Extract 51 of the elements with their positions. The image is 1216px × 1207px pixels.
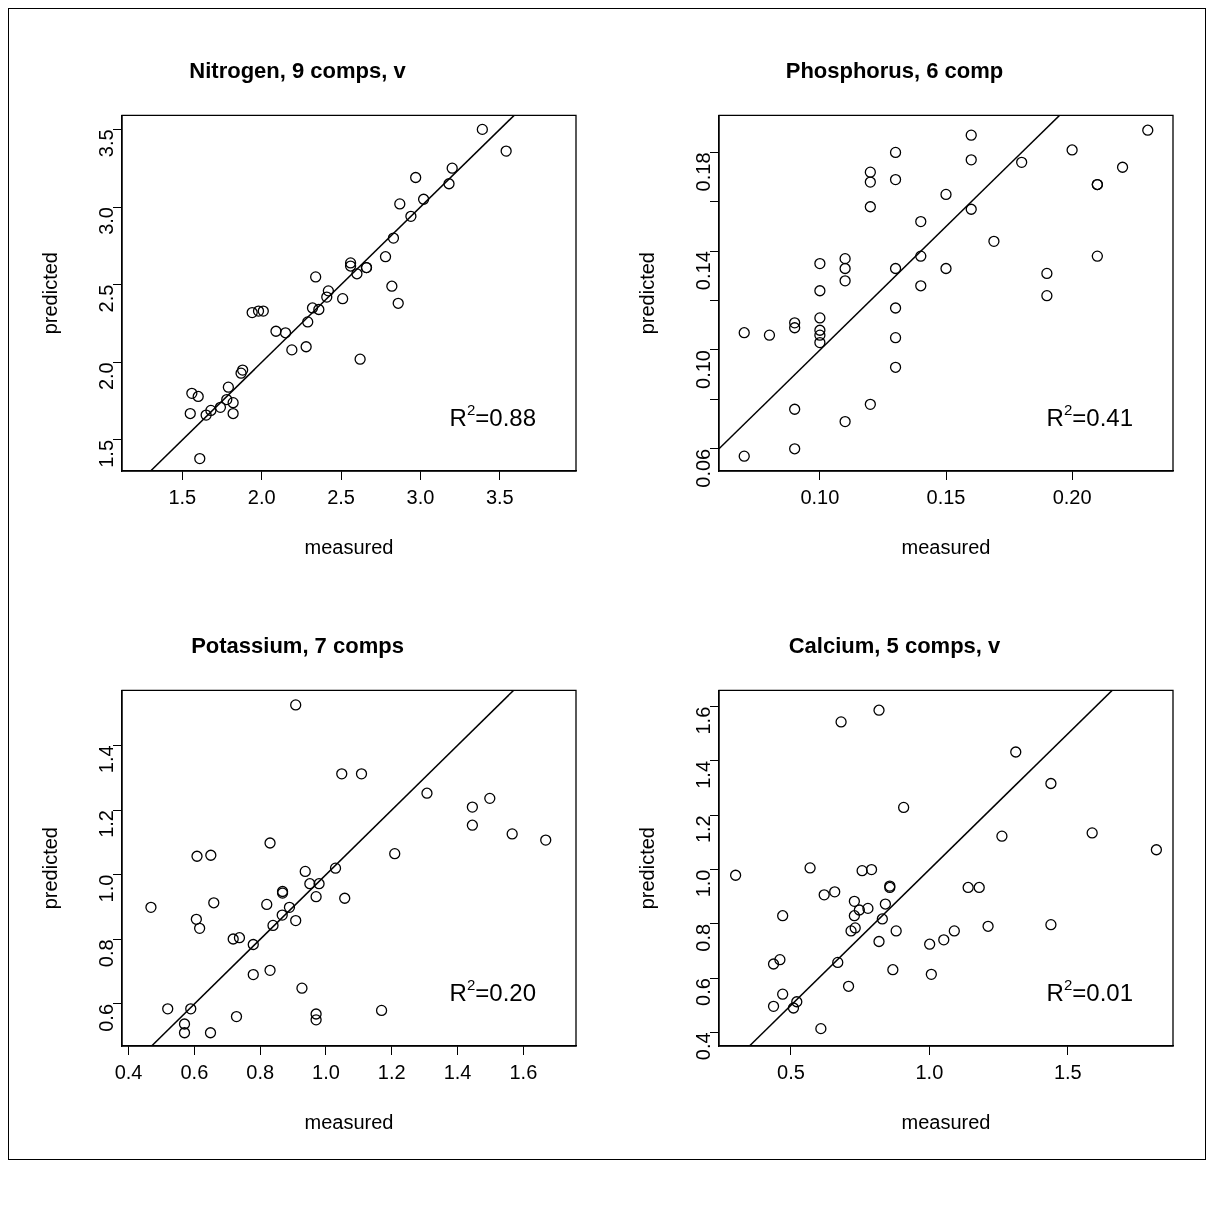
x-axis-title: measured — [304, 535, 394, 558]
chart-title: Phosphorus, 6 comp — [785, 58, 1004, 84]
x-tick-label: 1.5 — [168, 485, 197, 508]
chart-title: Nitrogen, 9 comps, v — [189, 58, 407, 84]
x-tick-label: 2.0 — [247, 485, 276, 508]
y-tick-label: 0.6 — [691, 978, 714, 1006]
y-tick-label: 0.4 — [691, 1032, 714, 1061]
y-tick-label: 1.5 — [94, 439, 117, 468]
y-tick-label: 2.0 — [94, 362, 117, 391]
x-axis-title: measured — [901, 535, 991, 558]
x-axis-title: measured — [304, 1110, 394, 1133]
y-tick-label: 3.0 — [94, 207, 117, 235]
y-tick-label: 1.4 — [94, 745, 117, 774]
x-tick-label: 1.0 — [915, 1060, 944, 1083]
x-tick-label: 1.6 — [509, 1060, 538, 1083]
x-axis-title: measured — [901, 1110, 991, 1133]
x-tick-label: 3.5 — [485, 485, 514, 508]
x-tick-label: 0.10 — [800, 485, 840, 508]
y-tick-label: 0.8 — [691, 923, 714, 952]
chart-title: Potassium, 7 comps — [191, 633, 404, 659]
x-tick-label: 2.5 — [327, 485, 355, 508]
y-tick-label: 1.0 — [94, 874, 117, 903]
y-tick-label: 1.0 — [691, 869, 714, 898]
x-tick-label: 0.6 — [180, 1060, 209, 1083]
x-tick-label: 1.4 — [443, 1060, 472, 1083]
y-tick-label: 1.4 — [691, 760, 714, 789]
y-tick-label: 1.6 — [691, 706, 714, 735]
x-tick-label: 0.20 — [1052, 485, 1092, 508]
x-tick-label: 0.4 — [114, 1060, 143, 1083]
y-tick-label: 0.8 — [94, 939, 117, 968]
x-tick-label: 0.5 — [777, 1060, 805, 1083]
y-tick-label: 1.2 — [94, 810, 117, 838]
y-axis-title: predicted — [635, 827, 658, 910]
y-tick-label: 2.5 — [94, 284, 117, 313]
y-axis-title: predicted — [635, 252, 658, 335]
y-axis-title: predicted — [38, 252, 61, 335]
x-tick-label: 1.0 — [312, 1060, 340, 1083]
y-tick-label: 0.06 — [691, 448, 714, 488]
y-tick-label: 1.2 — [691, 815, 714, 844]
y-tick-label: 0.14 — [691, 251, 714, 291]
chart-title: Calcium, 5 comps, v — [788, 633, 1002, 659]
x-tick-label: 0.15 — [926, 485, 966, 508]
x-tick-label: 3.0 — [406, 485, 435, 508]
x-tick-label: 1.5 — [1053, 1060, 1082, 1083]
x-tick-label: 0.8 — [246, 1060, 275, 1083]
y-axis-title: predicted — [38, 827, 61, 910]
y-tick-label: 0.10 — [691, 350, 714, 389]
x-tick-label: 1.2 — [377, 1060, 406, 1083]
y-tick-label: 0.6 — [94, 1003, 117, 1032]
y-tick-label: 3.5 — [94, 129, 117, 158]
y-tick-label: 0.18 — [691, 152, 714, 192]
